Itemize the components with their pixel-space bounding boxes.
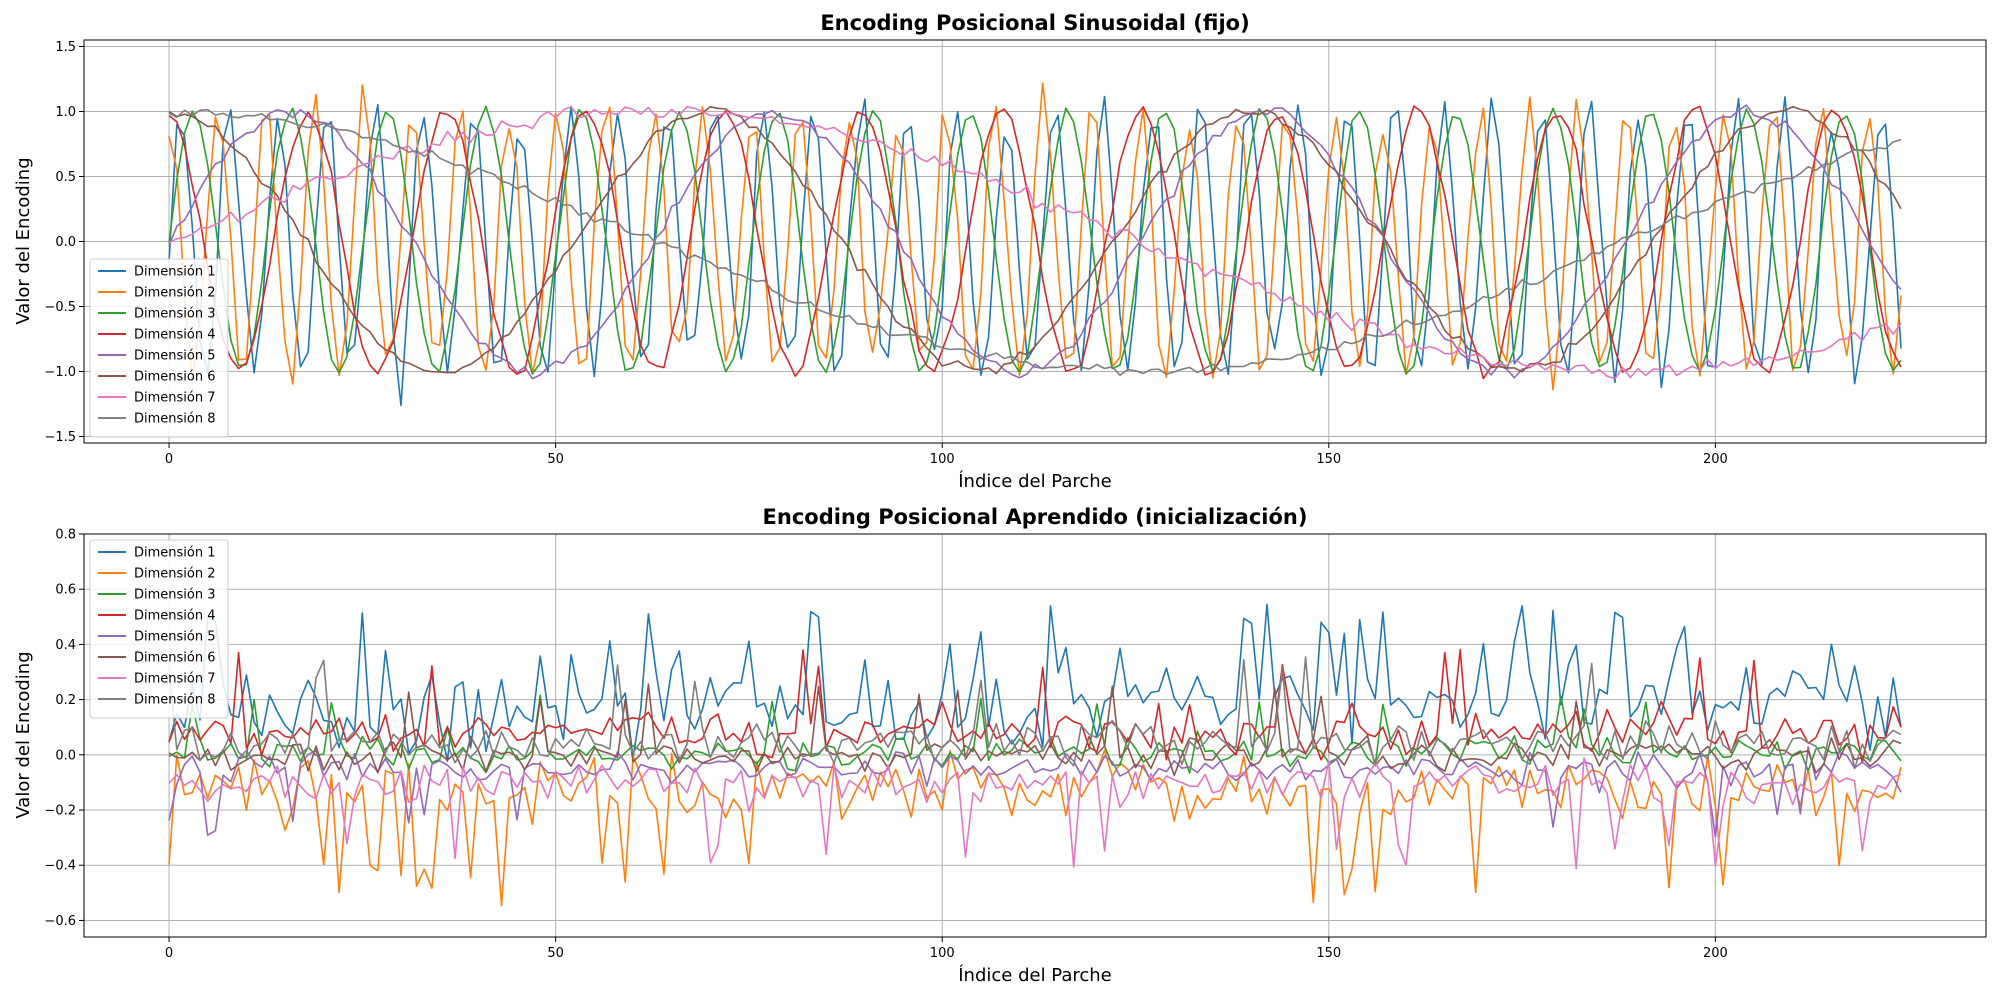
chart-sinusoidal: Encoding Posicional Sinusoidal (fijo) 0 5… (13, 11, 1987, 492)
plot-frame (83, 533, 1987, 938)
series-line-7 (168, 757, 1902, 870)
legend-label: Dimensión 8 (134, 412, 216, 427)
y-ticks: −1.5 −1.0 −0.5 0.0 0.5 1.0 1.5 (44, 40, 84, 445)
x-tick-label: 100 (930, 946, 955, 961)
series-line-8 (168, 656, 1902, 770)
series-line-3 (168, 694, 1902, 774)
legend-label: Dimensión 6 (134, 370, 216, 385)
legend-label: Dimensión 7 (134, 672, 216, 687)
y-tick-label: −0.6 (44, 914, 76, 929)
chart-title: Encoding Posicional Sinusoidal (fijo) (820, 11, 1249, 35)
series-lines (168, 603, 1902, 907)
legend-label: Dimensión 3 (134, 307, 216, 322)
x-tick-label: 200 (1703, 946, 1728, 961)
y-tick-label: 0.5 (55, 170, 76, 185)
legend-label: Dimensión 4 (134, 609, 216, 624)
y-tick-label: 0.0 (55, 748, 76, 763)
x-tick-label: 200 (1703, 452, 1728, 467)
y-tick-label: −0.2 (44, 804, 76, 819)
series-line-2 (168, 749, 1902, 907)
series-lines (168, 82, 1902, 407)
y-axis-label: Valor del Encoding (13, 157, 34, 324)
legend-label: Dimensión 5 (134, 630, 216, 645)
x-tick-label: 150 (1316, 946, 1341, 961)
y-tick-label: 0.4 (55, 638, 76, 653)
series-line-4 (168, 105, 1902, 380)
series-line-5 (168, 746, 1902, 838)
legend-label: Dimensión 6 (134, 651, 216, 666)
legend-label: Dimensión 2 (134, 567, 216, 582)
legend-label: Dimensión 4 (134, 328, 216, 343)
series-line-1 (168, 603, 1902, 763)
y-tick-label: 0.8 (55, 528, 76, 543)
x-tick-label: 50 (547, 946, 564, 961)
y-tick-label: 0.2 (55, 693, 76, 708)
y-tick-label: 0.6 (55, 583, 76, 598)
legend-label: Dimensión 1 (134, 546, 216, 561)
x-tick-label: 0 (165, 452, 173, 467)
y-tick-label: −0.5 (44, 300, 76, 315)
x-ticks: 0 50 100 150 200 (165, 443, 1728, 467)
legend-label: Dimensión 5 (134, 349, 216, 364)
chart-title: Encoding Posicional Aprendido (inicializ… (763, 505, 1308, 529)
legend-label: Dimensión 8 (134, 693, 216, 708)
y-tick-label: −0.4 (44, 859, 76, 874)
legend: Dimensión 1 Dimensión 2 Dimensión 3 Dimensi… (89, 258, 229, 438)
series-line-4 (168, 648, 1902, 764)
y-tick-label: 0.0 (55, 235, 76, 250)
y-tick-label: −1.5 (44, 430, 76, 445)
x-tick-label: 50 (547, 452, 564, 467)
y-ticks: −0.6 −0.4 −0.2 0.0 0.2 0.4 0.6 0.8 (44, 528, 84, 929)
series-line-6 (168, 105, 1902, 375)
series-line-5 (168, 104, 1902, 380)
legend-label: Dimensión 1 (134, 265, 216, 280)
x-tick-label: 150 (1316, 452, 1341, 467)
x-axis-label: Índice del Parche (958, 470, 1112, 492)
legend-label: Dimensión 3 (134, 588, 216, 603)
chart-aprendido: Encoding Posicional Aprendido (inicializ… (13, 505, 1987, 986)
legend-label: Dimensión 2 (134, 286, 216, 301)
y-axis-label: Valor del Encoding (13, 651, 34, 818)
x-tick-label: 0 (165, 946, 173, 961)
legend-label: Dimensión 7 (134, 391, 216, 406)
x-axis-label: Índice del Parche (958, 964, 1112, 986)
series-line-8 (168, 108, 1902, 377)
x-tick-label: 100 (930, 452, 955, 467)
series-line-7 (168, 105, 1902, 380)
legend-box (89, 258, 229, 438)
x-ticks: 0 50 100 150 200 (165, 937, 1728, 961)
y-tick-label: 1.5 (55, 40, 76, 55)
y-tick-label: −1.0 (44, 365, 76, 380)
legend-box (89, 539, 229, 719)
y-tick-label: 1.0 (55, 105, 76, 120)
legend: Dimensión 1 Dimensión 2 Dimensión 3 Dimensi… (89, 539, 229, 719)
